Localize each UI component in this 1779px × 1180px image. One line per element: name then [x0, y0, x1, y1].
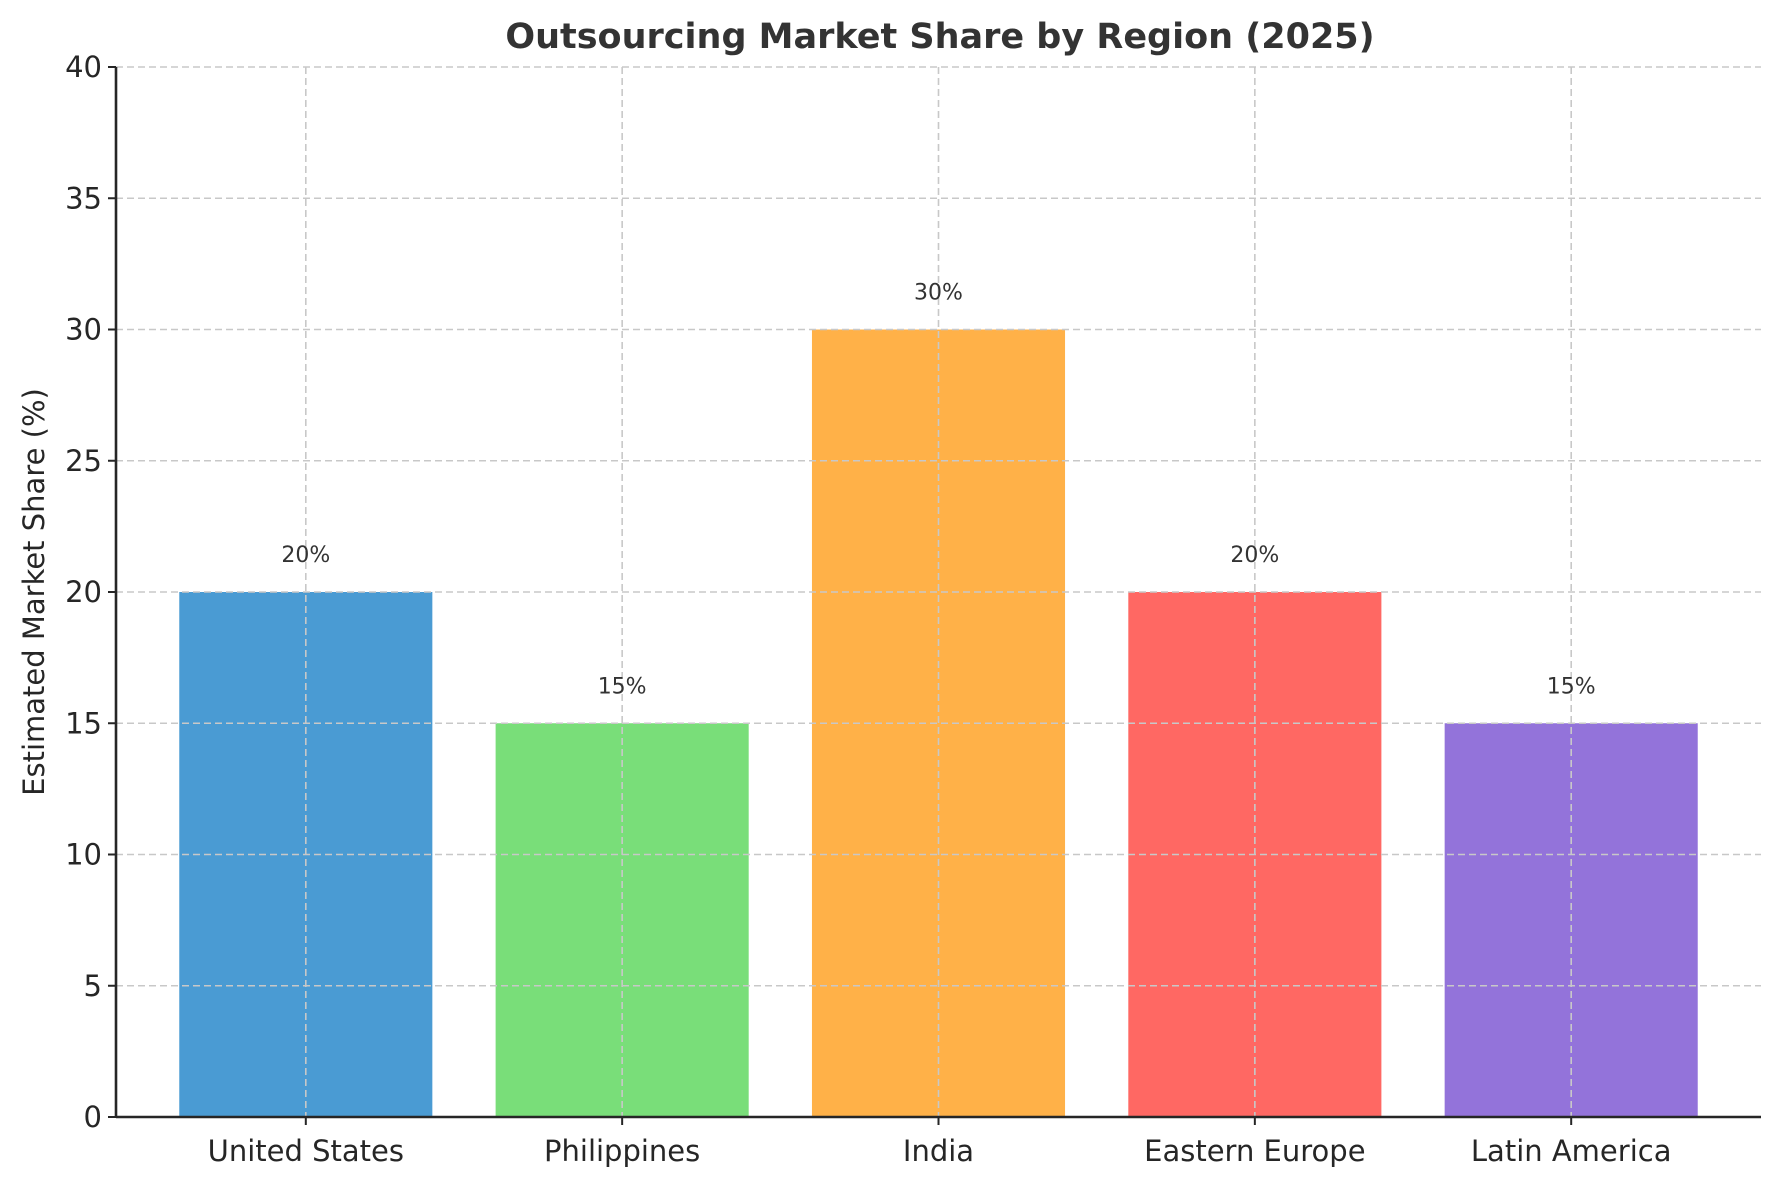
x-tick-label: Philippines: [544, 1134, 700, 1168]
bar-value-label: 15%: [598, 674, 647, 699]
x-tick-label: United States: [208, 1134, 404, 1168]
bar-value-label: 30%: [914, 281, 963, 306]
chart-title: Outsourcing Market Share by Region (2025…: [505, 17, 1374, 57]
y-tick-label: 30: [65, 313, 102, 347]
y-tick-label: 0: [84, 1100, 102, 1134]
vertical-gridlines: [116, 66, 1761, 1117]
value-labels: 20% 15% 30% 20% 15%: [281, 281, 1595, 700]
y-tick-label: 40: [65, 50, 102, 84]
y-tick-label: 10: [65, 838, 102, 872]
y-axis-label: Estimated Market Share (%): [17, 388, 51, 796]
y-axis-ticks: 0 5 10 15 20 25 30 35 40: [65, 50, 116, 1134]
x-axis-ticks: United States Philippines India Eastern Eur…: [208, 1117, 1672, 1168]
x-tick-label: India: [903, 1134, 974, 1168]
y-tick-label: 15: [65, 706, 102, 740]
y-tick-label: 25: [65, 444, 102, 478]
y-tick-label: 20: [65, 575, 102, 609]
y-tick-label: 5: [84, 969, 102, 1003]
bar-value-label: 15%: [1547, 674, 1596, 699]
bar-value-label: 20%: [281, 543, 330, 568]
x-tick-label: Eastern Europe: [1144, 1134, 1365, 1168]
x-tick-label: Latin America: [1471, 1134, 1672, 1168]
y-tick-label: 35: [65, 181, 102, 215]
bar-value-label: 20%: [1230, 543, 1279, 568]
